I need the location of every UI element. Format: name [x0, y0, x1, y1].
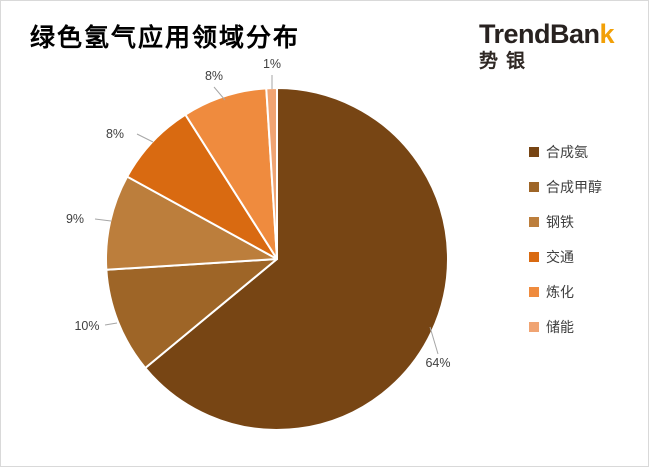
legend-label: 合成氨 — [546, 143, 588, 160]
logo-subtitle: 势银 — [479, 51, 534, 72]
leader-line-交通 — [136, 133, 154, 143]
legend-swatch-icon — [529, 251, 539, 262]
leader-line-合成甲醇 — [104, 322, 118, 326]
legend-swatch-icon — [529, 321, 539, 332]
data-label-合成氨: 64% — [425, 356, 450, 370]
legend-item-炼化: 炼化 — [529, 283, 602, 300]
legend-item-合成甲醇: 合成甲醇 — [529, 178, 602, 195]
pie-slice-合成甲醇 — [105, 258, 278, 369]
legend-swatch-icon — [529, 146, 539, 157]
legend-label: 合成甲醇 — [546, 178, 602, 195]
legend-swatch-icon — [529, 286, 539, 297]
data-label-储能: 1% — [263, 57, 281, 71]
data-label-炼化: 8% — [205, 69, 223, 83]
leader-line-合成氨 — [429, 326, 439, 355]
legend-item-合成氨: 合成氨 — [529, 143, 602, 160]
legend-item-交通: 交通 — [529, 248, 602, 265]
chart-title: 绿色氢气应用领域分布 — [30, 24, 301, 52]
trendbank-logo: TrendBank 势银 — [479, 19, 615, 72]
legend-label: 交通 — [546, 248, 574, 265]
legend-label: 钢铁 — [546, 213, 574, 230]
logo-brand-prefix: TrendBan — [479, 19, 600, 49]
legend: 合成氨合成甲醇钢铁交通炼化储能 — [529, 144, 602, 354]
legend-item-钢铁: 钢铁 — [529, 213, 602, 230]
leader-line-炼化 — [213, 86, 226, 101]
legend-label: 炼化 — [546, 283, 574, 300]
logo-brand-text: TrendBank — [479, 19, 615, 49]
data-label-钢铁: 9% — [66, 212, 84, 226]
legend-item-储能: 储能 — [529, 318, 602, 335]
data-label-合成甲醇: 10% — [74, 319, 99, 333]
data-label-交通: 8% — [106, 127, 124, 141]
legend-swatch-icon — [529, 181, 539, 192]
pie-slice-钢铁 — [105, 175, 278, 271]
legend-swatch-icon — [529, 216, 539, 227]
leader-line-钢铁 — [94, 218, 112, 222]
logo-brand-accent-letter: k — [599, 19, 615, 49]
legend-label: 储能 — [546, 318, 574, 335]
